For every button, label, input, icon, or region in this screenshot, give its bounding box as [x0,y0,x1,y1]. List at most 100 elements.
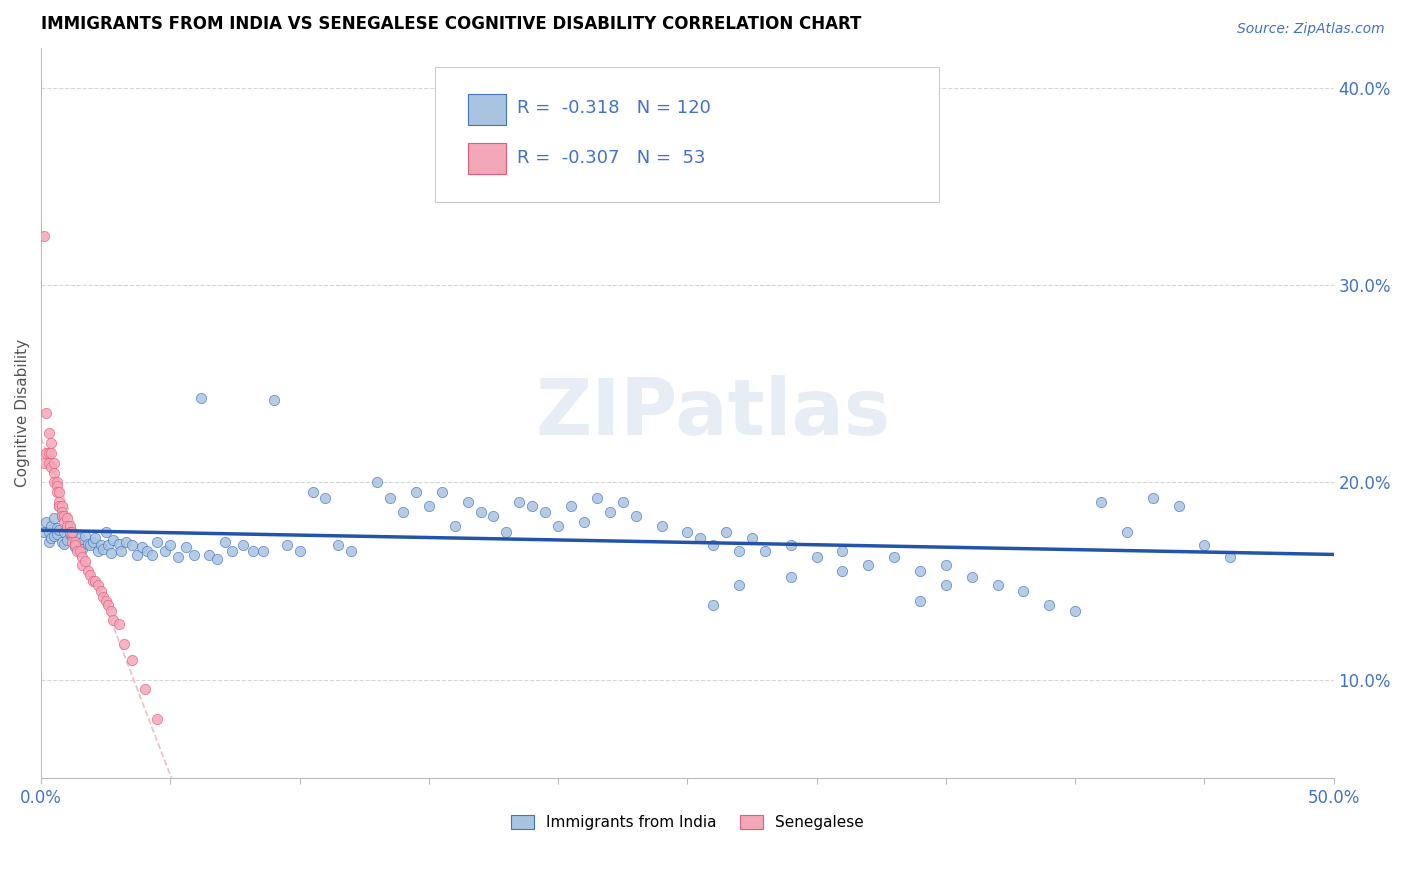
Point [883,550,905,565]
Point [908,593,931,607]
Point [443,518,465,533]
Point [48,485,70,500]
Point [69,531,91,545]
Point [42,511,65,525]
Point [624,508,647,523]
Point [84,531,107,545]
Point [314,491,336,505]
Point [1038,598,1060,612]
Point [125,549,148,563]
Point [392,505,415,519]
Point [960,570,983,584]
Point [987,578,1010,592]
Point [141,549,163,563]
Point [42,466,65,480]
Point [612,495,634,509]
Y-axis label: Cognitive Disability: Cognitive Disability [15,339,30,487]
Point [48,499,70,513]
Point [94,524,117,539]
Point [508,495,530,509]
Point [82,534,104,549]
Point [41,518,63,533]
Point [263,392,285,407]
Point [935,558,957,573]
FancyBboxPatch shape [436,67,939,202]
Point [58,518,80,533]
Point [87,578,110,592]
Text: ZIPatlas: ZIPatlas [536,376,891,451]
Point [38,446,60,460]
Point [153,544,176,558]
Point [32,524,55,539]
Point [1064,603,1087,617]
Point [38,425,60,440]
Point [41,436,63,450]
Point [1115,524,1137,539]
Point [586,491,609,505]
Point [56,518,79,533]
Text: IMMIGRANTS FROM INDIA VS SENEGALESE COGNITIVE DISABILITY CORRELATION CHART: IMMIGRANTS FROM INDIA VS SENEGALESE COGN… [41,15,862,33]
Point [103,533,125,547]
Point [51,508,73,523]
Point [110,544,132,558]
Point [276,539,298,553]
Point [174,541,197,555]
Point [190,391,212,405]
Point [73,528,96,542]
Point [35,446,58,460]
Point [79,539,101,553]
Point [79,568,101,582]
Point [714,524,737,539]
Point [42,456,65,470]
Point [1142,491,1164,505]
Point [91,542,114,557]
Point [60,534,83,549]
Point [689,531,711,545]
Point [572,515,595,529]
Point [51,505,73,519]
Point [806,550,828,565]
Point [131,541,153,555]
Point [728,578,751,592]
Point [405,485,427,500]
Point [66,544,89,558]
Point [87,544,110,558]
Point [72,558,94,573]
Text: R =  -0.318   N = 120: R = -0.318 N = 120 [517,99,710,117]
Point [45,521,67,535]
Point [430,485,453,500]
Point [482,508,505,523]
Point [97,598,120,612]
Point [378,491,401,505]
Point [159,539,181,553]
Point [42,528,65,542]
Point [58,524,80,539]
Point [457,495,479,509]
Point [560,499,582,513]
Point [702,598,724,612]
Point [547,518,569,533]
Point [41,446,63,460]
Point [1012,583,1035,598]
Point [779,539,801,553]
Point [38,524,60,539]
Point [831,544,853,558]
Point [100,546,122,560]
Point [366,475,388,490]
Point [48,495,70,509]
Point [53,524,76,539]
Point [676,524,699,539]
Text: R =  -0.307   N =  53: R = -0.307 N = 53 [517,149,706,167]
Text: Source: ZipAtlas.com: Source: ZipAtlas.com [1237,22,1385,37]
Point [53,508,76,523]
Point [495,524,517,539]
Point [58,526,80,541]
Point [66,539,89,553]
Point [42,475,65,490]
Point [1219,550,1241,565]
Point [146,712,169,726]
Point [1090,495,1112,509]
Point [48,523,70,537]
Point [73,554,96,568]
Point [252,544,274,558]
